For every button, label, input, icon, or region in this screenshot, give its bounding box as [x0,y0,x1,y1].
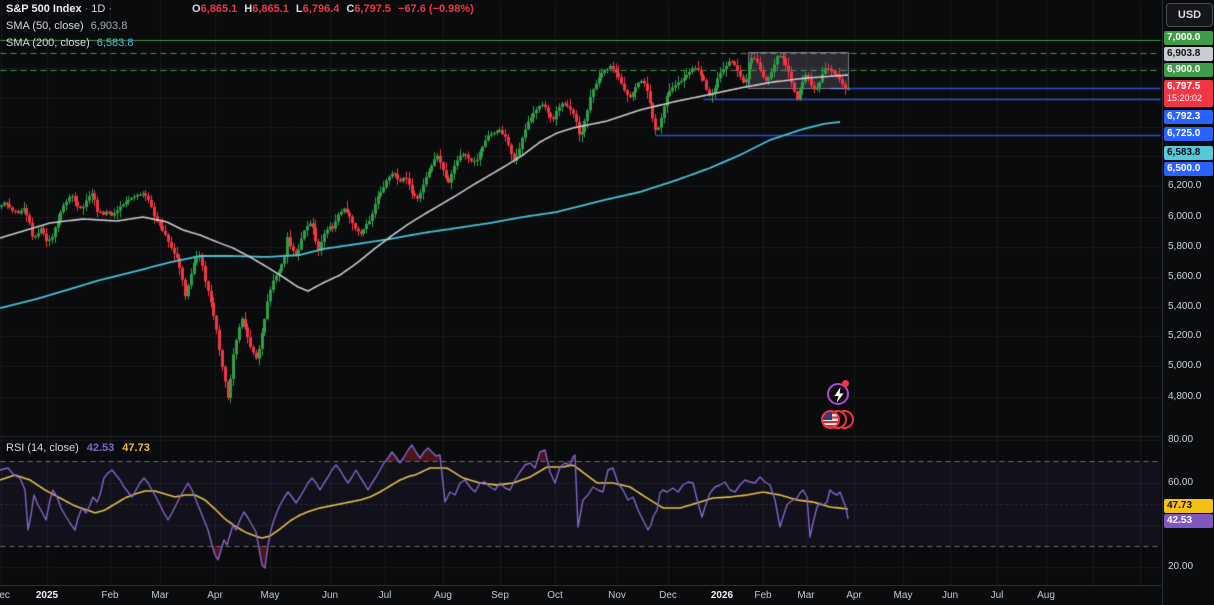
time-axis-month-label: Jul [378,590,392,601]
price-level-badge: 42.53 [1164,514,1213,528]
time-axis-month-label: Apr [846,590,862,601]
time-axis-month-label: Feb [101,590,119,601]
rsi-tick: 20.00 [1168,561,1194,572]
high-value: 6,865.1 [252,3,289,15]
interval-label: 1D [91,3,106,15]
time-axis-year-label: 2026 [710,590,734,601]
time-axis-month-label: Sep [491,590,509,601]
time-axis-month-label: Aug [434,590,452,601]
price-level-badge: 47.73 [1164,499,1213,513]
price-tick: 5,200.0 [1168,330,1202,341]
time-axis[interactable]: Dec 2025 Feb Mar Apr May Jun Jul Aug Sep Oct Nov Dec… [0,585,1162,605]
ohlc-values: O6,865.1 H6,865.1 L6,796.4 C6,797.5 −67.6 (−… [192,3,474,15]
sma200-legend-row: SMA (200, close) 6,583.8 [6,36,133,50]
symbol-legend-row: S&P 500 Index · 1D · O6,865.1 H6,865.1 L6,796… [6,3,474,15]
price-level-badge: 6,725.0 [1164,127,1213,141]
alert-dot-icon [842,380,849,387]
rsi-label: RSI (14, close) [6,442,79,454]
time-axis-month-label: Nov [608,590,626,601]
time-axis-month-label: Jun [941,590,959,601]
change-value: −67.6 (−0.98%) [398,3,474,15]
rsi-ma-value: 47.73 [122,442,150,454]
price-tick: 5,000.0 [1168,360,1202,371]
sma50-label: SMA (50, close) [6,20,84,32]
close-value: 6,797.5 [354,3,392,15]
time-axis-month-label: May [893,590,913,601]
time-axis-month-label: Oct [547,590,563,601]
price-tick: 6,200.0 [1168,180,1202,191]
time-axis-month-label: Feb [754,590,772,601]
price-tick: 5,800.0 [1168,241,1202,252]
open-value: 6,865.1 [200,3,238,15]
price-level-badge: 6,500.0 [1164,162,1213,176]
currency-toggle-button[interactable]: USD [1166,3,1213,27]
time-axis-month-label: Apr [207,590,223,601]
time-axis-month-label: Mar [797,590,815,601]
time-axis-month-label: Mar [151,590,169,601]
sma200-label: SMA (200, close) [6,37,90,49]
price-tick: 5,400.0 [1168,301,1202,312]
time-axis-month-label: Dec [659,590,677,601]
sma50-legend-row: SMA (50, close) 6,903.8 [6,19,127,33]
time-axis-month-label: May [260,590,280,601]
time-axis-month-label: Jun [321,590,339,601]
us-flag-icon [821,410,840,429]
sma200-value: 6,583.8 [96,37,134,49]
price-axis[interactable]: USD 6,200.0 6,000.0 5,800.0 5,600.0 5,400.0 5… [1162,0,1214,605]
lightning-event-icon[interactable] [827,383,849,405]
time-axis-month-label: Aug [1037,590,1055,601]
price-level-badge: 7,000.0 [1164,31,1213,45]
price-level-badge: 6,903.8 [1164,47,1213,61]
rsi-tick: 80.00 [1168,434,1194,445]
rsi-tick: 60.00 [1168,477,1194,488]
time-axis-month-label: Dec [0,590,10,601]
low-value: 6,796.4 [302,3,340,15]
price-tick: 5,600.0 [1168,271,1202,282]
time-axis-month-label: Jul [990,590,1004,601]
symbol-title: S&P 500 Index [6,3,82,15]
us-economic-events-icon[interactable] [820,410,860,432]
price-level-badge: 6,792.3 [1164,110,1213,124]
rsi-legend-row: RSI (14, close) 42.53 47.73 [6,442,150,454]
price-tick: 4,800.0 [1168,391,1202,402]
price-level-badge: 6,900.0 [1164,63,1213,77]
rsi-value: 42.53 [86,442,115,454]
price-tick: 6,000.0 [1168,211,1202,222]
last-price-badge: 6,797.5 15:20:02 [1164,80,1213,107]
time-axis-year-label: 2025 [35,590,59,601]
sma50-value: 6,903.8 [90,20,128,32]
countdown-timer: 15:20:02 [1167,93,1203,103]
price-level-badge: 6,583.8 [1164,146,1213,160]
